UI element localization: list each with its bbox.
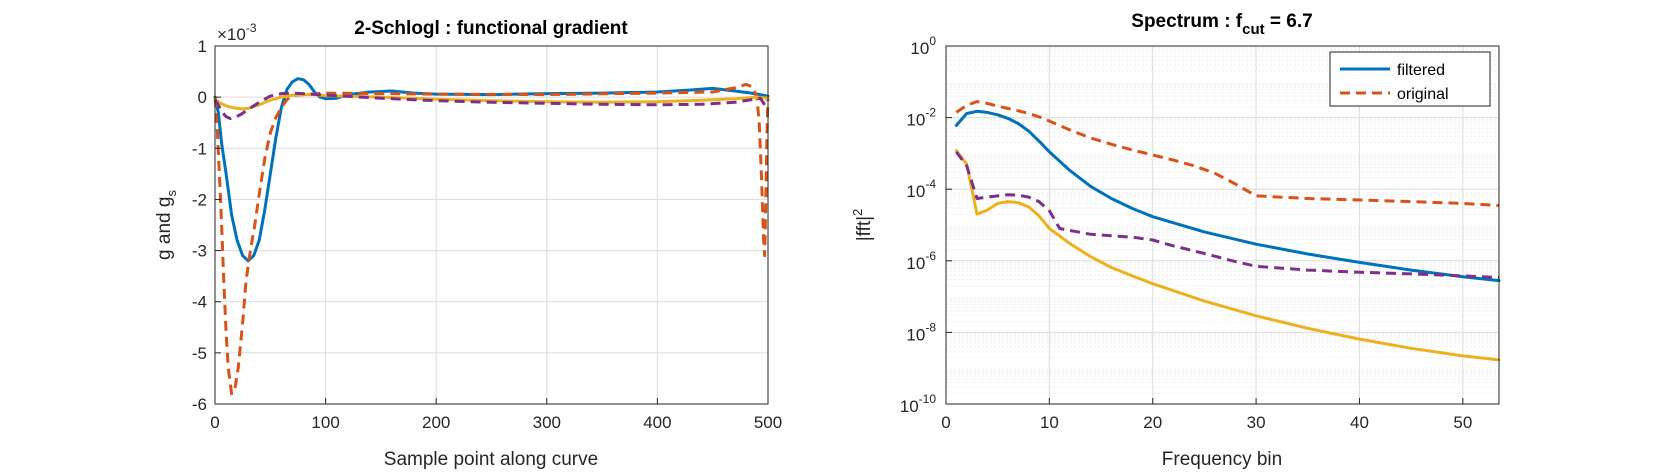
spectrum-title: Spectrum : fcut = 6.7 (1131, 11, 1312, 38)
gradient-plot-area (215, 46, 768, 404)
gradient-plot: 0 100 200 300 400 500 1 0 -1 -2 -3 -4 -5 -6 2-Schlogl… (154, 18, 782, 470)
x-tick-label: 0 (210, 413, 219, 432)
spectrum-x-axis-label: Frequency bin (1162, 449, 1282, 470)
gradient-y-axis-label-main: g and g (154, 197, 175, 260)
y-tick-label: 100 (910, 34, 936, 58)
spectrum-legend: filtered original (1329, 51, 1491, 107)
y-tick-label: -4 (192, 293, 207, 312)
gradient-exponent-prefix: ×10 (217, 25, 246, 44)
y-tick-label-power: -6 (925, 249, 936, 263)
spectrum-title-rest: = 6.7 (1265, 11, 1313, 32)
gradient-grid (215, 46, 768, 404)
spectrum-grid (946, 46, 1499, 404)
x-tick-label: 40 (1350, 413, 1369, 432)
x-tick-label: 50 (1453, 413, 1472, 432)
gradient-axes-box (214, 45, 769, 405)
x-tick-label: 400 (643, 413, 671, 432)
x-tick-label: 0 (941, 413, 950, 432)
y-tick-label-power: 0 (929, 34, 936, 48)
y-tick-label: 1 (198, 37, 207, 56)
y-tick-label-power: -8 (925, 320, 936, 334)
spectrum-y-axis-label: |fft|2 (850, 209, 875, 242)
x-tick-label: 200 (422, 413, 450, 432)
series-line-yellow (954, 149, 1501, 362)
legend-box (1329, 51, 1491, 107)
y-tick-label-base: 10 (906, 254, 925, 273)
series-line-blue (954, 109, 1501, 283)
y-tick-label: 10-6 (906, 249, 936, 273)
y-tick-label-base: 10 (906, 111, 925, 130)
y-tick-label: -6 (192, 395, 207, 414)
gradient-y-axis-label-subscript: s (164, 190, 179, 197)
x-tick-label: 100 (311, 413, 339, 432)
gradient-title: 2-Schlogl : functional gradient (354, 18, 628, 39)
spectrum-series (954, 100, 1501, 362)
spectrum-y-axis-label-main: |fft| (854, 216, 875, 241)
x-tick-label: 300 (533, 413, 561, 432)
y-tick-label-base: 10 (906, 325, 925, 344)
y-tick-label-base: 10 (900, 397, 919, 416)
y-tick-label-power: -4 (925, 177, 936, 191)
spectrum-title-subscript: cut (1242, 21, 1265, 38)
spectrum-axes-box (945, 45, 1500, 405)
y-tick-label: -5 (192, 344, 207, 363)
spectrum-title-main: Spectrum : f (1131, 11, 1243, 32)
x-tick-label: 10 (1040, 413, 1059, 432)
gradient-exponent-label: ×10-3 (217, 21, 257, 44)
y-tick-label: 0 (198, 88, 207, 107)
series-line-orange (955, 100, 1500, 207)
x-tick-label: 30 (1247, 413, 1266, 432)
gradient-ticks: 0 100 200 300 400 500 1 0 -1 -2 -3 -4 -5 -6 (192, 37, 782, 432)
y-tick-label-power: -2 (925, 106, 936, 120)
series-line-purple (213, 91, 770, 121)
legend-label-filtered: filtered (1397, 62, 1445, 79)
y-tick-label-base: 10 (906, 182, 925, 201)
series-line-purple (955, 151, 1500, 280)
y-tick-label: -2 (192, 190, 207, 209)
y-tick-label: 10-2 (906, 106, 936, 130)
x-tick-label: 20 (1143, 413, 1162, 432)
y-tick-label: -1 (192, 139, 207, 158)
y-tick-label-base: 10 (910, 39, 929, 58)
gradient-y-axis-label: g and gs (154, 190, 179, 260)
y-tick-label-power: -10 (919, 392, 937, 406)
y-tick-label: 10-10 (900, 392, 937, 416)
gradient-x-axis-label: Sample point along curve (384, 449, 598, 470)
gradient-series (213, 77, 770, 396)
spectrum-y-axis-label-superscript: 2 (850, 209, 865, 216)
legend-label-original: original (1397, 86, 1449, 103)
gradient-exponent-power: -3 (246, 21, 257, 35)
y-tick-label: 10-8 (906, 320, 936, 344)
x-tick-label: 500 (754, 413, 782, 432)
series-line-yellow (213, 93, 770, 111)
y-tick-label: 10-4 (906, 177, 936, 201)
series-line-orange (213, 82, 770, 396)
y-tick-label: -3 (192, 242, 207, 261)
